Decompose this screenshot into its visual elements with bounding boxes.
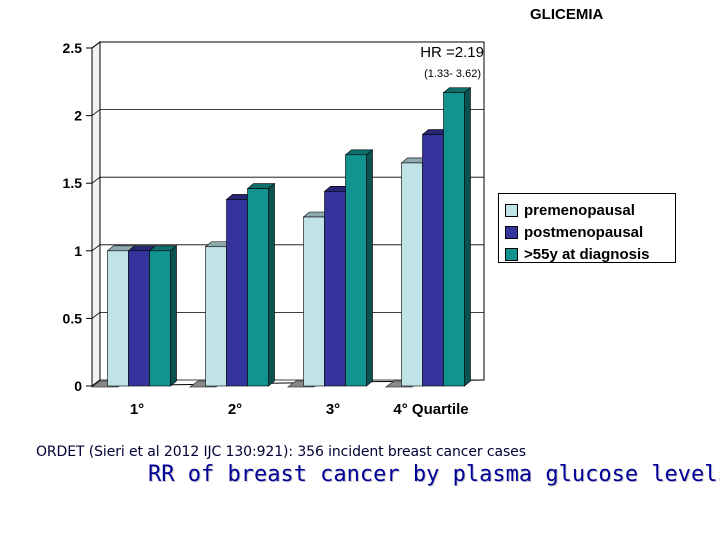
bar-side [464,86,471,387]
x-category-label-0: 1° [130,401,144,418]
hr-annotation: HR =2.19 [420,44,484,61]
legend-swatch-over55 [505,247,518,261]
legend-item-over55: >55y at diagnosis [505,243,675,265]
bar-front [303,216,325,387]
bar-over55-2 [344,149,374,387]
bar-side [366,149,373,387]
legend-swatch-premenopausal [505,203,518,217]
chart-side-wall [91,41,101,387]
legend-item-postmenopausal: postmenopausal [505,221,675,243]
bar-front [128,250,150,387]
bar-front [149,250,171,387]
x-category-label-1: 2° [228,401,242,418]
x-category-label-3: 4° Quartile [393,401,468,418]
slide-headline: RR of breast cancer by plasma glucose le… [148,462,720,487]
legend-item-premenopausal: premenopausal [505,199,675,221]
bar-front [401,162,423,387]
bar-front [443,92,465,387]
bar-front [422,134,444,387]
x-category-label-2: 3° [326,401,340,418]
legend-label-premenopausal: premenopausal [524,201,635,219]
bar-side [170,245,177,387]
y-tick-label-3: 1.5 [63,175,83,191]
y-tick-label-1: 0.5 [63,310,83,326]
bar-side [268,182,275,387]
bar-front [107,250,129,387]
gridline [91,41,484,49]
bar-front [345,154,367,387]
gridline [91,109,484,116]
source-citation: ORDET (Sieri et al 2012 IJC 130:921): 35… [36,444,526,460]
chart-legend: premenopausal postmenopausal >55y at dia… [498,193,676,263]
bar-front [205,246,227,387]
slide-title: GLICEMIA [530,6,604,23]
bar-over55-3 [442,86,472,387]
y-tick-label-5: 2.5 [63,40,83,56]
y-tick-label-0: 0 [74,378,82,394]
legend-label-over55: >55y at diagnosis [524,245,650,263]
bar-over55-0 [148,245,178,387]
bar-front [226,199,248,387]
y-tick-label-4: 2 [74,108,82,124]
bar-over55-1 [246,182,276,387]
bar-front [324,191,346,387]
legend-swatch-postmenopausal [505,225,518,239]
y-tick-label-2: 1 [74,243,82,259]
legend-label-postmenopausal: postmenopausal [524,223,644,241]
bar-front [247,188,269,387]
hr-ci-annotation: (1.33- 3.62) [424,68,481,80]
